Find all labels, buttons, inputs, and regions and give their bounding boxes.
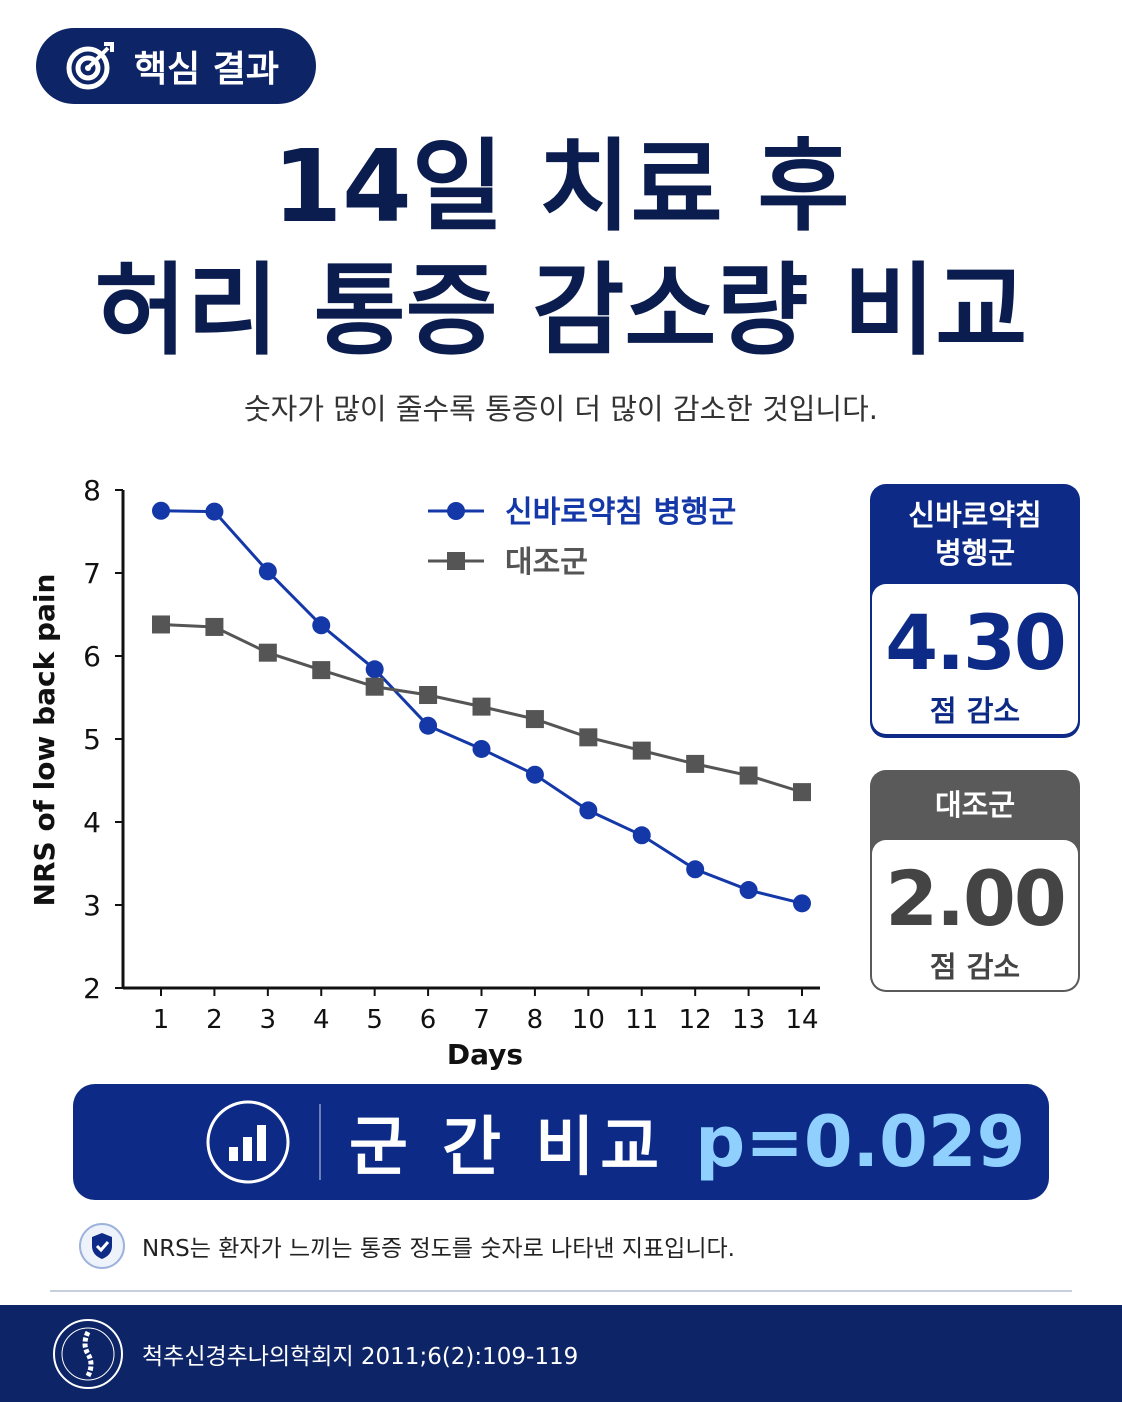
y-tick-label: 4 bbox=[83, 806, 101, 839]
x-tick-label: 6 bbox=[420, 1005, 437, 1035]
data-point bbox=[525, 710, 544, 729]
data-point bbox=[686, 754, 705, 773]
comparison-label: 군 간 비교 bbox=[349, 1111, 666, 1185]
y-tick-label: 8 bbox=[83, 474, 101, 507]
data-point bbox=[258, 562, 277, 581]
card: 대조군 2.00 점 감소 bbox=[870, 770, 1080, 992]
data-point bbox=[205, 502, 224, 521]
card-body: 2.00 점 감소 bbox=[872, 840, 1078, 990]
x-axis-label: Days bbox=[447, 1038, 523, 1071]
target-icon bbox=[66, 42, 114, 90]
data-point bbox=[579, 801, 598, 820]
x-tick-label: 8 bbox=[527, 1005, 544, 1035]
y-axis-label: NRS of low back pain bbox=[28, 574, 61, 907]
data-point bbox=[632, 826, 651, 845]
card-unit: 점 감소 bbox=[929, 694, 1021, 728]
card-value: 4.30 bbox=[885, 598, 1067, 687]
journal-logo bbox=[53, 1318, 123, 1389]
x-tick-label: 7 bbox=[473, 1005, 490, 1035]
data-point bbox=[793, 783, 811, 802]
x-tick-label: 12 bbox=[679, 1005, 712, 1035]
y-tick-label: 5 bbox=[83, 723, 101, 756]
x-tick-label: 14 bbox=[785, 1005, 818, 1035]
data-point bbox=[258, 643, 277, 662]
x-tick-label: 3 bbox=[260, 1005, 277, 1035]
data-point bbox=[419, 686, 438, 705]
title-line: 허리 통증 감소량 비교 bbox=[94, 252, 1028, 369]
x-tick-label: 1 bbox=[153, 1005, 170, 1035]
y-tick-label: 2 bbox=[83, 972, 101, 1005]
data-point bbox=[632, 741, 651, 760]
legend-marker bbox=[447, 502, 465, 520]
footer: 척추신경추나의학회지 2011;6(2):109-119 bbox=[0, 1305, 1122, 1402]
x-tick-label: 10 bbox=[572, 1005, 605, 1035]
chart-icon bbox=[206, 1100, 290, 1184]
data-point bbox=[525, 765, 544, 784]
legend-label: 신바로약침 병행군 bbox=[505, 495, 736, 530]
title-line: 14일 치료 후 bbox=[272, 128, 850, 245]
card-value: 2.00 bbox=[885, 854, 1067, 943]
data-point bbox=[579, 728, 598, 747]
x-tick-label: 4 bbox=[313, 1005, 330, 1035]
data-point bbox=[793, 894, 811, 913]
card-body: 4.30 점 감소 bbox=[872, 584, 1078, 734]
comparison-banner: 군 간 비교 p=0.029 bbox=[73, 1084, 1049, 1200]
data-point bbox=[686, 860, 705, 879]
data-point bbox=[152, 615, 170, 634]
x-tick-label: 13 bbox=[732, 1005, 765, 1035]
x-tick-label: 11 bbox=[625, 1005, 658, 1035]
data-point bbox=[472, 739, 491, 758]
title: 14일 치료 후 허리 통증 감소량 비교 bbox=[0, 125, 1122, 373]
subtitle: 숫자가 많이 줄수록 통증이 더 많이 감소한 것입니다. bbox=[243, 392, 879, 426]
data-point bbox=[739, 766, 758, 785]
card-label: 신바로약침 병행군 bbox=[908, 498, 1042, 570]
data-point bbox=[312, 661, 331, 680]
separator bbox=[50, 1290, 1072, 1292]
data-point bbox=[312, 616, 331, 635]
card: 신바로약침 병행군 4.30 점 감소 bbox=[870, 484, 1080, 738]
citation: 척추신경추나의학회지 2011;6(2):109-119 bbox=[142, 1343, 579, 1370]
data-point bbox=[205, 617, 224, 636]
card-unit: 점 감소 bbox=[929, 950, 1021, 984]
data-point bbox=[472, 697, 491, 716]
x-tick-label: 2 bbox=[206, 1005, 223, 1035]
legend-label: 대조군 bbox=[505, 545, 588, 580]
badge-text: 핵심 결과 bbox=[134, 49, 280, 90]
note-text: NRS는 환자가 느끼는 통증 정도를 숫자로 나타낸 지표입니다. bbox=[142, 1236, 735, 1262]
data-point bbox=[739, 881, 758, 900]
y-tick-label: 7 bbox=[83, 557, 101, 590]
y-tick-label: 6 bbox=[83, 640, 101, 673]
p-value: p=0.029 bbox=[695, 1101, 1026, 1183]
note: NRS는 환자가 느끼는 통증 정도를 숫자로 나타낸 지표입니다. bbox=[78, 1222, 735, 1270]
data-point bbox=[419, 716, 438, 735]
data-point bbox=[365, 660, 384, 679]
data-point bbox=[365, 677, 384, 696]
badge: 핵심 결과 bbox=[36, 28, 316, 104]
card-label: 대조군 bbox=[934, 788, 1016, 822]
shield-icon bbox=[79, 1223, 125, 1269]
data-point bbox=[152, 501, 170, 520]
divider bbox=[319, 1104, 321, 1180]
legend-marker bbox=[447, 552, 465, 570]
y-tick-label: 3 bbox=[83, 889, 101, 922]
x-tick-label: 5 bbox=[366, 1005, 383, 1035]
